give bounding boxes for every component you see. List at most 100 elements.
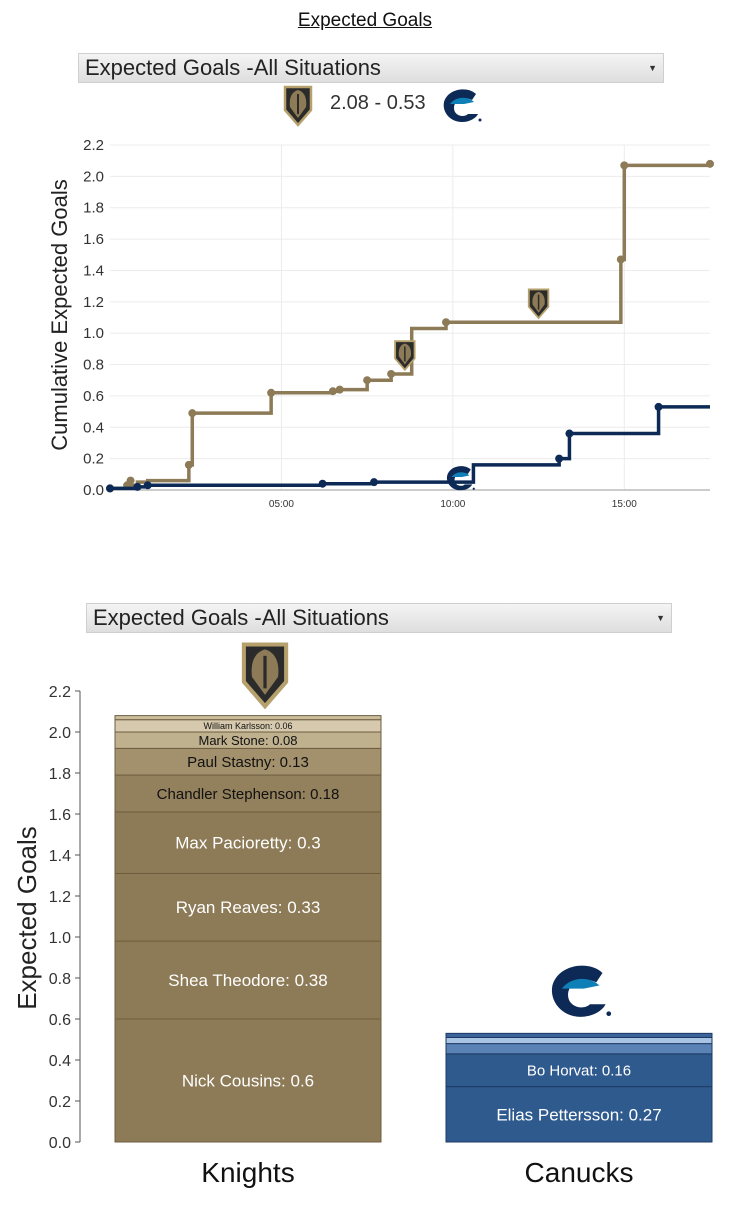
y-tick-label: 1.8 — [83, 200, 104, 217]
data-point — [370, 478, 378, 487]
y-tick-label: 0.2 — [83, 451, 104, 468]
y-tick-label: 1.6 — [83, 231, 104, 248]
y-tick-label: 0.4 — [49, 1053, 71, 1070]
category-label: Knights — [201, 1157, 294, 1188]
stack-knights: Nick Cousins: 0.6 Shea Theodore: 0.38 Ryan… — [114, 715, 382, 1143]
data-point — [706, 159, 714, 168]
goal-knights-logo-icon — [394, 340, 416, 372]
score-text: 2.08 - 0.53 — [330, 92, 426, 114]
bar-segment — [114, 811, 382, 874]
segment-label: Shea Theodore: 0.38 — [168, 971, 327, 990]
bar-segment — [445, 1043, 713, 1055]
data-point — [106, 484, 114, 493]
segment-label: Max Pacioretty: 0.3 — [175, 834, 321, 853]
segment-label: Paul Stastny: 0.13 — [187, 754, 309, 771]
y-tick-label: 0.8 — [83, 357, 104, 374]
y-tick-label: 2.2 — [49, 684, 71, 701]
line-chart-goal-markers — [394, 288, 550, 491]
dropdown-value: Expected Goals -All Situations — [85, 55, 381, 80]
segment-label: Chandler Stephenson: 0.18 — [157, 786, 340, 803]
bar-segment — [114, 940, 382, 1020]
bar-segment — [445, 1036, 713, 1045]
data-point — [188, 409, 197, 418]
line-chart-y-ticks: 0.0 0.2 0.4 0.6 0.8 1.0 1.2 1.4 1.6 1.8 2.0 2.2 — [83, 137, 104, 499]
xg-by-player-bar-chart: 0.0 0.2 0.4 0.6 0.8 1.0 1.2 1.4 1.6 1.8 2.0 2.2 Nic… — [12, 642, 713, 1188]
data-point — [267, 388, 276, 397]
data-point — [328, 387, 337, 396]
segment-label: Ryan Reaves: 0.33 — [176, 898, 321, 917]
line-chart-series — [106, 159, 714, 493]
x-tick-label: 10:00 — [440, 499, 465, 510]
y-tick-label: 0.6 — [83, 388, 104, 405]
bar-segment — [445, 1032, 713, 1038]
cumulative-xg-line-chart: 0.0 0.2 0.4 0.6 0.8 1.0 1.2 1.4 1.6 1.8 2.0 2.2 05:… — [47, 137, 714, 510]
series-line — [110, 405, 710, 491]
y-tick-label: 1.4 — [83, 262, 104, 279]
stack-canucks: Elias Pettersson: 0.27 Bo Horvat: 0.16 — [445, 1032, 713, 1143]
y-tick-label: 0.0 — [49, 1135, 71, 1152]
y-tick-label: 0.2 — [49, 1094, 71, 1111]
y-tick-label: 1.4 — [49, 848, 71, 865]
bar-segment — [114, 1018, 382, 1143]
segment-label: Elias Pettersson: 0.27 — [496, 1105, 661, 1124]
segment-label: Nick Cousins: 0.6 — [182, 1071, 314, 1090]
segment-label: Bo Horvat: 0.16 — [527, 1063, 631, 1080]
chevron-down-icon: ▼ — [656, 613, 665, 623]
series-knights — [106, 159, 714, 493]
bar-segment — [114, 872, 382, 942]
x-tick-label: 15:00 — [612, 499, 637, 510]
bar-chart-category-labels: Knights Canucks — [201, 1157, 633, 1188]
bar-segment — [445, 1086, 713, 1143]
bar-chart-axis: 0.0 0.2 0.4 0.6 0.8 1.0 1.2 1.4 1.6 1.8 2.0 2.2 — [49, 684, 81, 1152]
goal-knights-logo-icon — [527, 288, 550, 320]
bar-segment — [114, 774, 382, 813]
data-point — [363, 376, 372, 385]
data-point — [184, 460, 193, 469]
category-label: Canucks — [525, 1157, 634, 1188]
series-canucks — [106, 402, 710, 493]
data-point — [143, 481, 152, 490]
situation-dropdown-bar[interactable]: Expected Goals -All Situations ▼ — [86, 603, 672, 633]
data-point — [387, 369, 396, 378]
chevron-down-icon: ▼ — [648, 63, 657, 73]
canucks-logo-icon — [443, 89, 482, 122]
series-line — [110, 163, 712, 491]
data-point — [620, 161, 629, 170]
data-point — [318, 479, 327, 488]
y-tick-label: 1.0 — [83, 325, 104, 342]
data-point — [565, 429, 574, 438]
data-point — [442, 318, 450, 327]
dropdown-value: Expected Goals -All Situations — [93, 605, 389, 630]
y-tick-label: 2.0 — [83, 168, 104, 185]
situation-dropdown-line[interactable]: Expected Goals -All Situations ▼ — [78, 53, 664, 83]
data-point — [335, 385, 344, 394]
score-header: 2.08 - 0.53 — [0, 84, 730, 128]
segment-label: William Karlsson: 0.06 — [203, 721, 292, 731]
bar-chart-team-logos — [241, 642, 612, 1017]
canucks-logo-icon — [551, 965, 612, 1017]
bar-segment — [114, 715, 382, 721]
y-tick-label: 2.0 — [49, 725, 71, 742]
y-tick-label: 1.8 — [49, 766, 71, 783]
y-tick-label: 0.4 — [83, 419, 104, 436]
data-point — [616, 255, 625, 264]
y-tick-label: 1.6 — [49, 807, 71, 824]
y-tick-label: 2.2 — [83, 137, 104, 154]
data-point — [555, 454, 564, 463]
data-point — [126, 476, 135, 485]
y-tick-label: 0.0 — [83, 482, 104, 499]
y-tick-label: 1.2 — [49, 889, 71, 906]
goal-canucks-logo-icon — [446, 466, 475, 491]
y-tick-label: 1.0 — [49, 930, 71, 947]
segment-label: Mark Stone: 0.08 — [199, 733, 298, 748]
data-point — [654, 402, 663, 411]
line-chart-y-axis-label: Cumulative Expected Goals — [47, 179, 72, 450]
knights-logo-icon — [241, 642, 289, 710]
x-tick-label: 05:00 — [269, 499, 294, 510]
y-tick-label: 1.2 — [83, 294, 104, 311]
bar-chart-stacks: Nick Cousins: 0.6 Shea Theodore: 0.38 Ryan… — [114, 715, 713, 1143]
knights-logo-icon — [283, 85, 313, 127]
y-tick-label: 0.6 — [49, 1012, 71, 1029]
page-title: Expected Goals — [297, 10, 433, 31]
bar-chart-y-axis-label: Expected Goals — [12, 826, 42, 1010]
